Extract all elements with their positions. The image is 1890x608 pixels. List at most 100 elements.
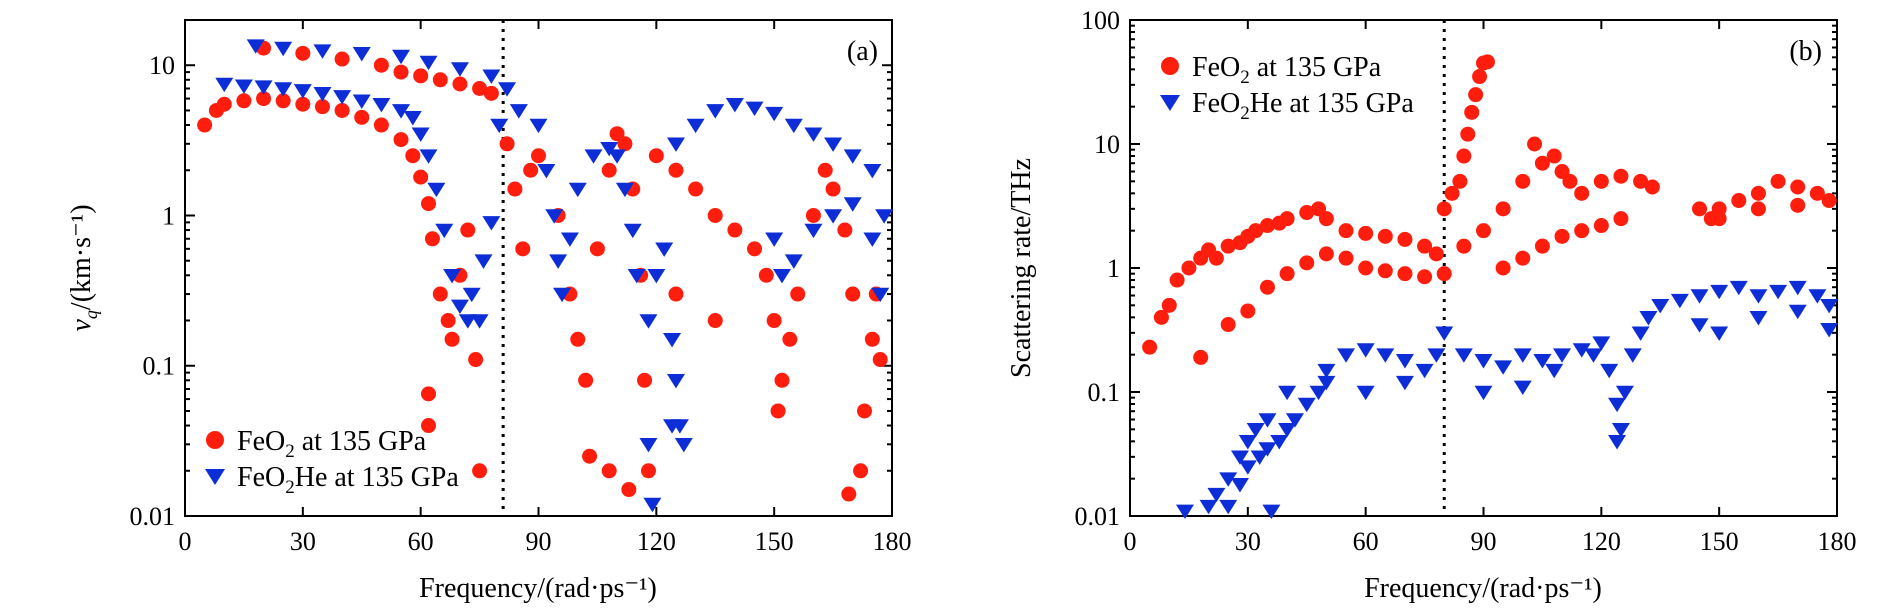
data-point-circle xyxy=(1169,272,1185,288)
data-point-triangle xyxy=(824,209,843,224)
data-point-triangle xyxy=(1230,478,1249,493)
data-point-triangle xyxy=(1749,289,1768,304)
data-point-triangle xyxy=(419,55,438,71)
data-point-triangle xyxy=(313,44,332,59)
data-point-triangle xyxy=(639,314,658,329)
data-point-triangle xyxy=(647,268,666,284)
data-point-triangle xyxy=(545,209,564,224)
data-point-triangle xyxy=(615,182,634,198)
data-point-circle xyxy=(1259,279,1275,295)
data-point-triangle xyxy=(474,254,493,269)
data-point-triangle xyxy=(1258,442,1277,457)
data-point-circle xyxy=(668,286,684,302)
data-point-circle xyxy=(570,331,586,347)
data-point-circle xyxy=(747,241,763,257)
data-point-circle xyxy=(1248,223,1264,239)
panel-a: 0 30 60 90 120 150 180 0.01 0.1 1 10 (a) vq/(km·s⁻… xyxy=(66,19,912,604)
data-point-triangle xyxy=(1788,280,1807,296)
y-tick-label: 10 xyxy=(1094,130,1120,159)
data-point-triangle xyxy=(215,77,234,93)
data-point-triangle xyxy=(875,209,894,224)
data-point-triangle xyxy=(419,149,438,164)
data-point-circle xyxy=(640,463,656,479)
data-point-circle xyxy=(864,331,880,347)
data-point-triangle xyxy=(403,111,422,126)
data-point-circle xyxy=(1338,250,1354,266)
data-point-circle xyxy=(1633,173,1649,189)
data-point-triangle xyxy=(1608,397,1627,413)
data-point-triangle xyxy=(1474,385,1493,401)
data-point-circle xyxy=(1240,303,1256,319)
data-point-circle xyxy=(197,117,213,133)
data-point-triangle xyxy=(1533,354,1552,369)
data-point-circle xyxy=(354,109,370,125)
data-point-triangle xyxy=(246,39,265,54)
data-point-triangle xyxy=(765,232,784,247)
data-point-circle xyxy=(1562,173,1578,189)
data-point-circle xyxy=(1377,228,1393,244)
x-tick-label: 60 xyxy=(1353,527,1379,556)
x-tick-label: 60 xyxy=(408,527,434,556)
data-point-circle xyxy=(334,102,350,118)
y-axis-title-b: Scattering rate/THz xyxy=(1006,158,1037,378)
y-tick-label: 0.01 xyxy=(130,502,176,531)
data-point-circle xyxy=(421,196,437,212)
data-point-triangle xyxy=(1769,284,1788,300)
data-point-circle xyxy=(432,286,448,302)
data-point-triangle xyxy=(427,182,446,198)
x-tick-label: 180 xyxy=(1818,527,1857,556)
data-point-triangle xyxy=(1337,348,1356,363)
y-tick-label: 0.1 xyxy=(1088,378,1121,407)
data-point-circle xyxy=(1809,185,1825,201)
data-point-circle xyxy=(507,181,523,197)
data-point-triangle xyxy=(254,80,273,95)
data-point-circle xyxy=(790,286,806,302)
data-point-circle xyxy=(637,372,653,388)
data-point-circle xyxy=(1574,223,1590,239)
data-point-circle xyxy=(872,352,888,368)
data-point-circle xyxy=(1299,255,1315,271)
data-point-circle xyxy=(707,313,723,329)
data-point-circle xyxy=(334,51,350,67)
data-point-triangle xyxy=(274,82,293,97)
data-point-triangle xyxy=(706,104,725,119)
data-point-circle xyxy=(405,148,421,164)
data-point-triangle xyxy=(784,254,803,269)
data-point-triangle xyxy=(274,41,293,57)
data-point-triangle xyxy=(1494,360,1513,375)
data-point-circle xyxy=(1527,136,1543,152)
data-point-circle xyxy=(782,331,798,347)
data-point-circle xyxy=(1574,185,1590,201)
data-point-triangle xyxy=(498,82,517,97)
data-point-triangle xyxy=(666,137,685,152)
data-point-triangle xyxy=(663,332,682,348)
data-point-triangle xyxy=(560,232,579,247)
data-point-circle xyxy=(1821,193,1837,209)
legend-marker-triangle xyxy=(1160,95,1180,111)
data-point-triangle xyxy=(1435,326,1454,341)
data-point-circle xyxy=(1279,266,1295,282)
data-point-triangle xyxy=(804,223,823,239)
data-point-circle xyxy=(805,207,821,223)
legend-label: FeO2He at 135 GPa xyxy=(237,462,459,498)
x-axis-title-b: Frequency/(rad·ps⁻¹) xyxy=(1364,573,1602,604)
data-point-circle xyxy=(393,64,409,80)
x-tick-label: 30 xyxy=(290,527,316,556)
data-point-circle xyxy=(1750,201,1766,217)
data-point-circle xyxy=(1397,231,1413,247)
data-point-triangle xyxy=(1376,348,1395,363)
data-point-circle xyxy=(1279,211,1295,227)
data-point-circle xyxy=(1259,218,1275,234)
y-tick-label: 0.01 xyxy=(1075,502,1121,531)
data-point-triangle xyxy=(784,118,803,134)
data-point-triangle xyxy=(293,84,312,99)
marks-b xyxy=(1142,54,1839,519)
data-point-circle xyxy=(1220,238,1236,254)
data-point-triangle xyxy=(411,127,430,142)
data-point-circle xyxy=(1358,225,1374,241)
legend-label: FeO2 at 135 GPa xyxy=(1192,52,1382,88)
data-point-circle xyxy=(393,132,409,148)
